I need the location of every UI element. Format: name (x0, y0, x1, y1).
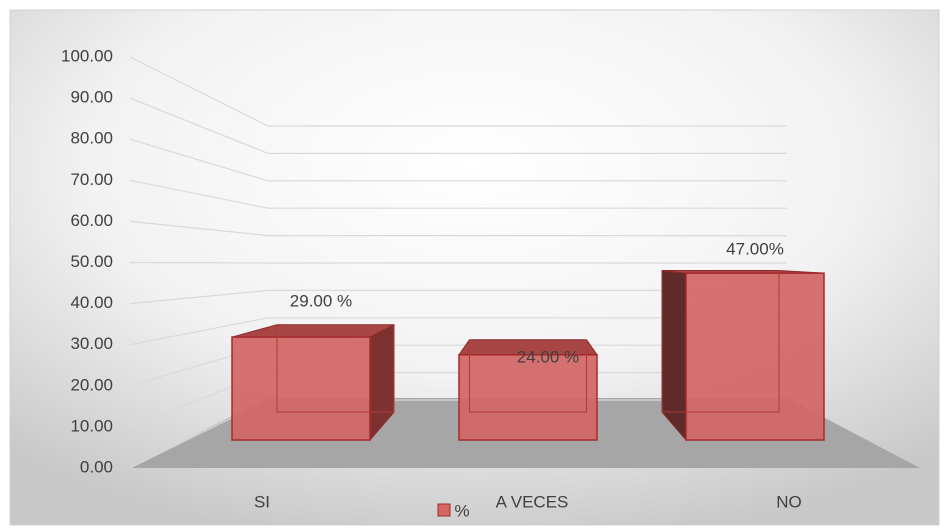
bar-edge (468, 339, 588, 413)
bar-side (661, 269, 687, 442)
bar (661, 269, 825, 442)
bar-front (231, 336, 371, 441)
grid-line (129, 261, 787, 264)
y-tick-label: 30.00 (70, 334, 113, 353)
bar-front (685, 272, 825, 441)
grid-line (129, 289, 787, 305)
y-tick-label: 70.00 (70, 170, 113, 189)
y-tick-label: 100.00 (61, 46, 113, 65)
y-tick-label: 0.00 (80, 457, 113, 476)
y-tick-label: 60.00 (70, 211, 113, 230)
y-tick-label: 90.00 (70, 88, 113, 107)
bar-edge (661, 270, 780, 413)
bar-edge (276, 324, 395, 413)
legend-swatch (437, 503, 451, 517)
x-tick-label: NO (776, 492, 802, 511)
x-tick-label: SI (254, 492, 270, 511)
grid-line (129, 220, 787, 237)
data-label: 29.00 % (290, 292, 352, 311)
y-tick-label: 20.00 (70, 375, 113, 394)
bar-front (458, 354, 598, 441)
grid-line (129, 179, 787, 209)
grid-line (129, 317, 787, 346)
grid-line (129, 138, 787, 182)
grid-line (129, 97, 787, 154)
x-tick-label: A VECES (496, 492, 569, 511)
bar (231, 323, 395, 442)
data-label: 47.00% (726, 240, 784, 259)
y-tick-label: 80.00 (70, 129, 113, 148)
y-tick-label: 40.00 (70, 293, 113, 312)
y-tick-label: 10.00 (70, 416, 113, 435)
bar (458, 339, 598, 441)
y-tick-label: 50.00 (70, 252, 113, 271)
grid-line (129, 56, 787, 127)
legend-label: % (454, 501, 469, 520)
data-label: 24.00 % (517, 347, 579, 366)
